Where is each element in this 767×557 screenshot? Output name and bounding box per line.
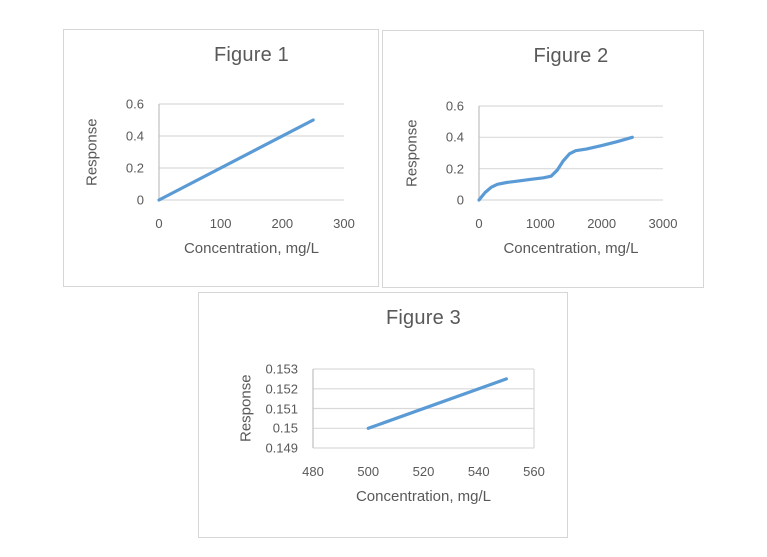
chart-title: Figure 1 [214,44,289,66]
x-axis-title: Concentration, mg/L [503,240,639,257]
chart-title: Figure 3 [386,307,461,329]
plot-area [157,103,344,202]
plot-area [312,368,535,449]
x-axis-title: Concentration, mg/L [183,240,320,257]
figure-2-panel: Figure 2 Response 0 0.2 0.4 0.6 0 1000 2000 30… [382,30,704,288]
chart-title: Figure 2 [533,45,609,67]
plot-area [477,105,663,202]
figure-3-panel: Figure 3 Response 0.149 0.15 0.151 0.152 0.1… [198,292,568,538]
x-axis-title: Concentration, mg/L [355,488,492,505]
figure-1-panel: Figure 1 Response 0 0.2 0.4 0.6 0 100 200 300 … [63,29,379,287]
